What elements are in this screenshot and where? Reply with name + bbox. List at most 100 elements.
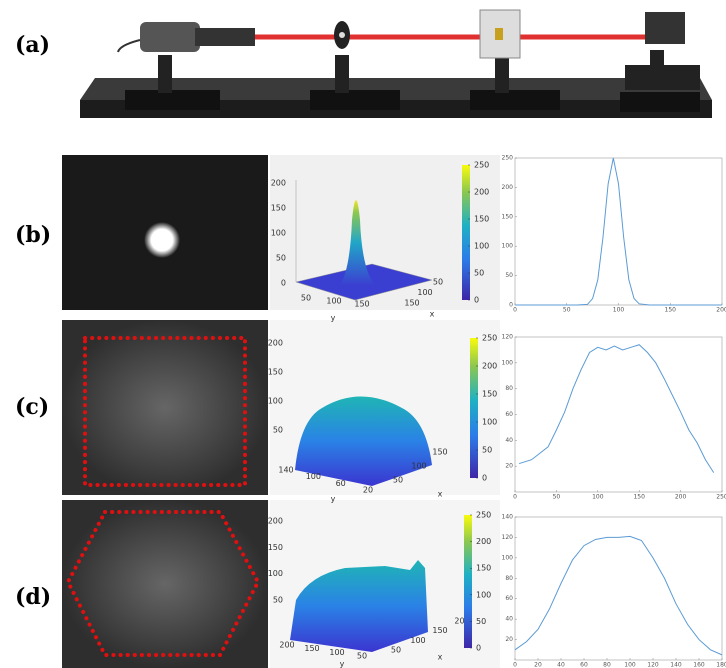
y-tick-label: 80 bbox=[505, 385, 513, 392]
y-tick-label: 50 bbox=[357, 652, 367, 661]
x-tick-label: 50 bbox=[433, 278, 443, 287]
z-tick-label: 150 bbox=[271, 204, 286, 213]
x-tick-label: 100 bbox=[624, 662, 636, 668]
y-tick-label: 50 bbox=[505, 272, 513, 279]
y-tick-label: 80 bbox=[505, 575, 513, 582]
x-tick-label: 50 bbox=[553, 494, 561, 501]
x-tick-label: 150 bbox=[432, 626, 447, 635]
z-tick-label: 100 bbox=[271, 229, 286, 238]
z-tick-label: 100 bbox=[268, 569, 283, 578]
plot-area bbox=[515, 158, 722, 305]
y-tick-label: 250 bbox=[502, 155, 514, 162]
z-tick-label: 150 bbox=[268, 543, 283, 552]
y-tick-label: 120 bbox=[502, 334, 514, 341]
z-tick-label: 0 bbox=[281, 279, 286, 288]
x-tick-label: 150 bbox=[665, 307, 677, 314]
plot-area bbox=[515, 337, 722, 492]
colorbar-tick-label: 200 bbox=[474, 188, 489, 197]
x-tick-label: 0 bbox=[513, 494, 517, 501]
colorbar-tick-label: 50 bbox=[474, 269, 484, 278]
x-tick-label: 150 bbox=[404, 299, 419, 308]
colorbar-tick-label: 250 bbox=[482, 334, 497, 343]
colorbar-tick-label: 50 bbox=[482, 446, 492, 455]
colorbar-tick-label: 0 bbox=[482, 474, 487, 483]
colorbar-tick-label: 100 bbox=[476, 590, 491, 599]
y-tick-label: 20 bbox=[505, 636, 513, 643]
panel-label: (d) bbox=[15, 584, 51, 610]
x-tick-label: 160 bbox=[693, 662, 705, 668]
x-tick-label: 80 bbox=[603, 662, 611, 668]
colorbar-tick-label: 200 bbox=[476, 537, 491, 546]
y-tick-label: 150 bbox=[354, 300, 369, 309]
y-tick-label: 200 bbox=[502, 184, 514, 191]
colorbar-tick-label: 50 bbox=[476, 617, 486, 626]
y-tick-label: 120 bbox=[502, 534, 514, 541]
y-tick-label: 60 bbox=[505, 595, 513, 602]
colorbar-tick-label: 100 bbox=[482, 418, 497, 427]
x-tick-label: 100 bbox=[613, 307, 625, 314]
y-tick-label: 100 bbox=[502, 243, 514, 250]
x-tick-label: 50 bbox=[393, 476, 403, 485]
x-tick-label: 180 bbox=[716, 662, 726, 668]
y-tick-label: 40 bbox=[505, 616, 513, 623]
panel-label: (a) bbox=[15, 32, 50, 58]
colorbar-tick-label: 0 bbox=[476, 644, 481, 653]
y-axis-label: y bbox=[340, 660, 345, 668]
y-tick-label: 0 bbox=[509, 302, 513, 309]
optical-setup bbox=[80, 10, 712, 118]
x-tick-label: 140 bbox=[670, 662, 682, 668]
colorbar-tick-label: 250 bbox=[474, 161, 489, 170]
x-axis-label: x bbox=[438, 653, 443, 662]
x-tick-label: 40 bbox=[557, 662, 565, 668]
y-tick-label: 20 bbox=[505, 463, 513, 470]
x-tick-label: 50 bbox=[391, 646, 401, 655]
x-axis-label: x bbox=[438, 490, 443, 499]
beam-spot bbox=[144, 222, 180, 258]
z-tick-label: 100 bbox=[268, 397, 283, 406]
panel-label: (c) bbox=[15, 394, 49, 420]
x-tick-label: 100 bbox=[592, 494, 604, 501]
y-tick-label: 40 bbox=[505, 437, 513, 444]
y-tick-label: 100 bbox=[306, 472, 321, 481]
x-tick-label: 0 bbox=[513, 307, 517, 314]
colorbar bbox=[462, 165, 470, 300]
colorbar-tick-label: 250 bbox=[476, 511, 491, 520]
colorbar bbox=[464, 515, 472, 648]
z-tick-label: 50 bbox=[276, 254, 286, 263]
z-tick-label: 50 bbox=[273, 426, 283, 435]
y-tick-label: 100 bbox=[329, 648, 344, 657]
x-tick-label: 200 bbox=[716, 307, 726, 314]
x-tick-label: 50 bbox=[563, 307, 571, 314]
z-tick-label: 150 bbox=[268, 368, 283, 377]
y-axis-label: y bbox=[331, 314, 336, 323]
panel-label: (b) bbox=[15, 222, 51, 248]
z-tick-label: 200 bbox=[271, 179, 286, 188]
z-tick-label: 200 bbox=[268, 339, 283, 348]
x-tick-label: 150 bbox=[633, 494, 645, 501]
y-tick-label: 150 bbox=[502, 213, 514, 220]
colorbar-tick-label: 150 bbox=[474, 215, 489, 224]
x-tick-label: 20 bbox=[534, 662, 542, 668]
y-tick-label: 60 bbox=[505, 411, 513, 418]
x-tick-label: 100 bbox=[410, 636, 425, 645]
figure: (a)(b)(c)(d)2001501005005010015050100150… bbox=[0, 0, 726, 668]
y-tick-label: 100 bbox=[502, 554, 514, 561]
y-axis-label: y bbox=[331, 495, 336, 504]
colorbar-tick-label: 150 bbox=[482, 390, 497, 399]
colorbar-tick-label: 150 bbox=[476, 564, 491, 573]
y-tick-label: 60 bbox=[336, 479, 346, 488]
x-tick-label: 250 bbox=[716, 494, 726, 501]
y-tick-label: 140 bbox=[278, 466, 293, 475]
y-tick-label: 100 bbox=[326, 297, 341, 306]
hexagon-image bbox=[62, 500, 268, 668]
x-axis-label: x bbox=[430, 310, 435, 319]
y-tick-label: 150 bbox=[304, 644, 319, 653]
z-tick-label: 50 bbox=[273, 596, 283, 605]
x-tick-label: 120 bbox=[647, 662, 659, 668]
y-tick-label: 20 bbox=[363, 486, 373, 495]
y-tick-label: 100 bbox=[502, 359, 514, 366]
colorbar-tick-label: 200 bbox=[482, 362, 497, 371]
x-tick-label: 200 bbox=[675, 494, 687, 501]
x-tick-label: 60 bbox=[580, 662, 588, 668]
colorbar-tick-label: 100 bbox=[474, 242, 489, 251]
